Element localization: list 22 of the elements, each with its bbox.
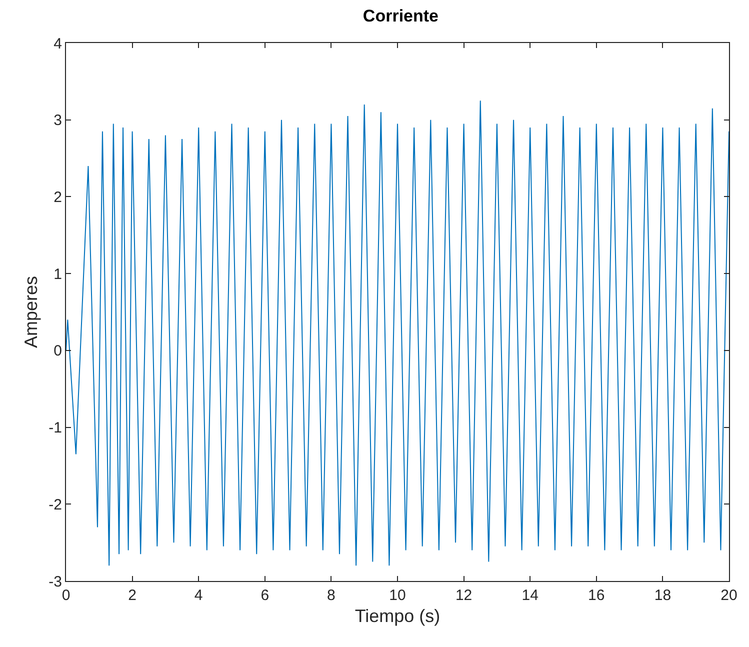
- y-tick-label: 3: [54, 112, 62, 130]
- y-tick-label: -2: [48, 496, 62, 514]
- y-tick-label: 1: [54, 266, 62, 283]
- y-tick-label: 4: [54, 35, 62, 52]
- line-series: [66, 100, 729, 566]
- x-tick-label: 18: [654, 587, 672, 604]
- y-tick-label: -1: [48, 420, 62, 437]
- x-tick-label: 14: [522, 587, 538, 604]
- x-tick-label: 4: [194, 587, 203, 604]
- x-tick-label: 20: [720, 587, 738, 604]
- chart-title: Corriente: [362, 6, 439, 26]
- y-tick-label: 0: [54, 342, 62, 360]
- x-tick-label: 10: [389, 587, 406, 604]
- y-axis-title: Amperes: [20, 276, 41, 348]
- x-tick-label: 16: [588, 587, 605, 604]
- x-tick-label: 6: [260, 587, 270, 604]
- y-tick-label: -3: [48, 573, 62, 590]
- x-tick-label: 2: [128, 587, 136, 604]
- x-tick-label: 8: [327, 587, 336, 604]
- x-tick-label: 12: [455, 587, 472, 604]
- x-axis-title: Tiempo (s): [354, 606, 440, 626]
- y-tick-label: 2: [54, 188, 62, 206]
